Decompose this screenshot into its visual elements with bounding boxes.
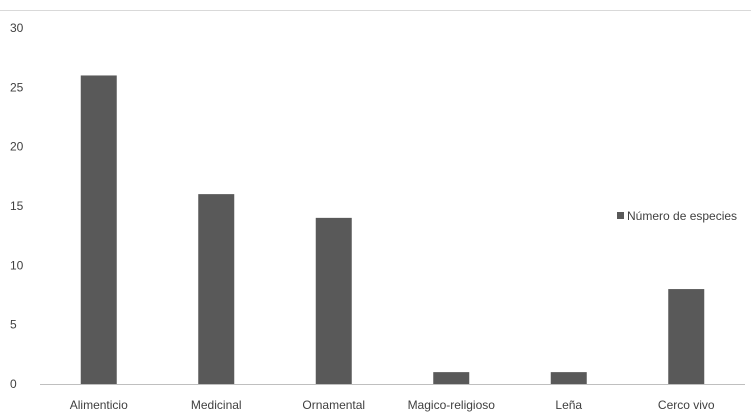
bar	[80, 75, 117, 384]
legend-swatch	[617, 212, 624, 219]
bars	[80, 75, 705, 384]
x-tick-label: Ornamental	[302, 398, 365, 412]
bar	[550, 372, 587, 384]
y-tick-label: 0	[10, 377, 17, 391]
y-axis: 0 5 10 15 20 25 30	[10, 21, 24, 391]
x-tick-label: Medicinal	[191, 398, 242, 412]
x-tick-label: Cerco vivo	[658, 398, 715, 412]
y-tick-label: 10	[10, 258, 24, 272]
x-tick-label: Magico-religioso	[408, 398, 496, 412]
y-tick-label: 15	[10, 199, 24, 213]
legend-label: Número de especies	[627, 209, 737, 223]
legend: Número de especies	[617, 209, 737, 223]
bar	[315, 217, 352, 384]
bar	[433, 372, 470, 384]
y-tick-label: 20	[10, 140, 24, 154]
bar	[198, 194, 235, 384]
x-tick-label: Alimenticio	[70, 398, 128, 412]
bar	[668, 289, 705, 384]
x-tick-label: Leña	[555, 398, 582, 412]
y-tick-label: 25	[10, 80, 24, 94]
x-axis: Alimenticio Medicinal Ornamental Magico-rel…	[70, 398, 715, 412]
y-tick-label: 30	[10, 21, 24, 35]
y-tick-label: 5	[10, 318, 17, 332]
